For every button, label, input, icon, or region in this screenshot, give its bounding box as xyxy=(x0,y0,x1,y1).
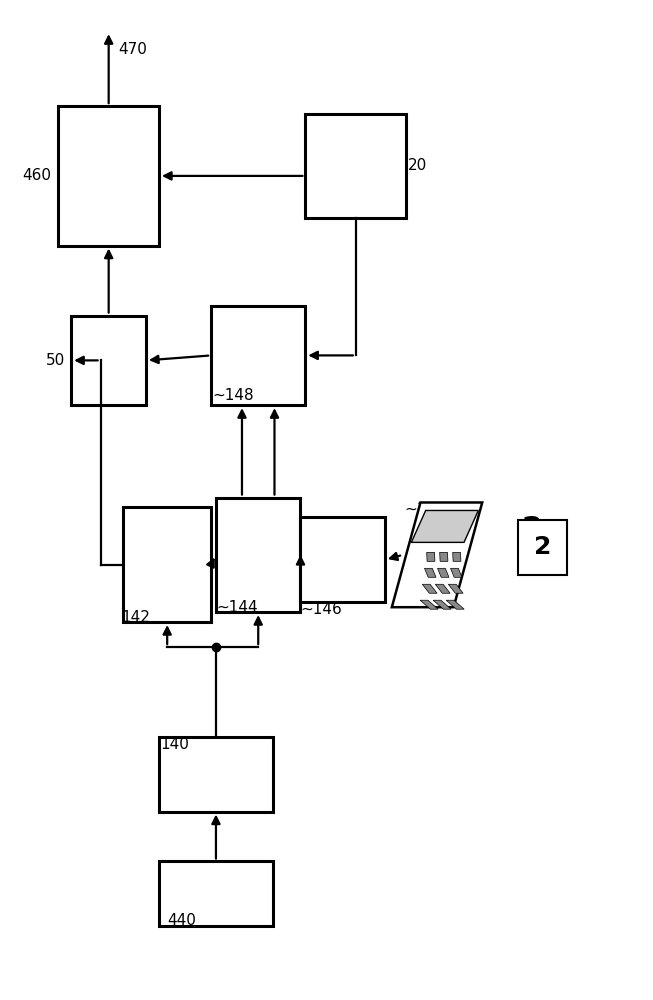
Text: 460: 460 xyxy=(22,168,51,183)
Text: ~150: ~150 xyxy=(404,502,446,517)
Polygon shape xyxy=(436,584,450,593)
Text: ~144: ~144 xyxy=(216,600,257,615)
Polygon shape xyxy=(411,510,479,542)
Polygon shape xyxy=(433,600,451,609)
Bar xyxy=(300,517,385,602)
Text: 2: 2 xyxy=(522,515,543,544)
Polygon shape xyxy=(420,600,438,609)
Text: 440: 440 xyxy=(167,913,196,928)
Bar xyxy=(123,507,211,622)
Polygon shape xyxy=(392,502,482,607)
Polygon shape xyxy=(424,568,436,577)
Text: ~148: ~148 xyxy=(213,388,254,403)
Bar xyxy=(58,106,159,246)
Bar xyxy=(159,737,273,812)
Text: ~146: ~146 xyxy=(300,602,342,617)
Text: 2: 2 xyxy=(534,535,551,559)
Bar xyxy=(306,114,406,218)
Polygon shape xyxy=(451,568,462,577)
Polygon shape xyxy=(438,568,449,577)
Polygon shape xyxy=(453,552,461,561)
Bar xyxy=(216,498,300,612)
Bar xyxy=(159,861,273,926)
Polygon shape xyxy=(446,600,464,609)
Text: 50: 50 xyxy=(46,353,65,368)
Polygon shape xyxy=(426,552,435,561)
Polygon shape xyxy=(449,584,463,593)
Polygon shape xyxy=(439,552,448,561)
Bar xyxy=(71,316,146,405)
Text: 470: 470 xyxy=(118,42,148,57)
Bar xyxy=(211,306,306,405)
Text: 142: 142 xyxy=(121,610,151,625)
Text: 20: 20 xyxy=(407,158,427,173)
Polygon shape xyxy=(422,584,437,593)
Text: 140: 140 xyxy=(161,737,189,752)
Bar xyxy=(518,520,567,575)
